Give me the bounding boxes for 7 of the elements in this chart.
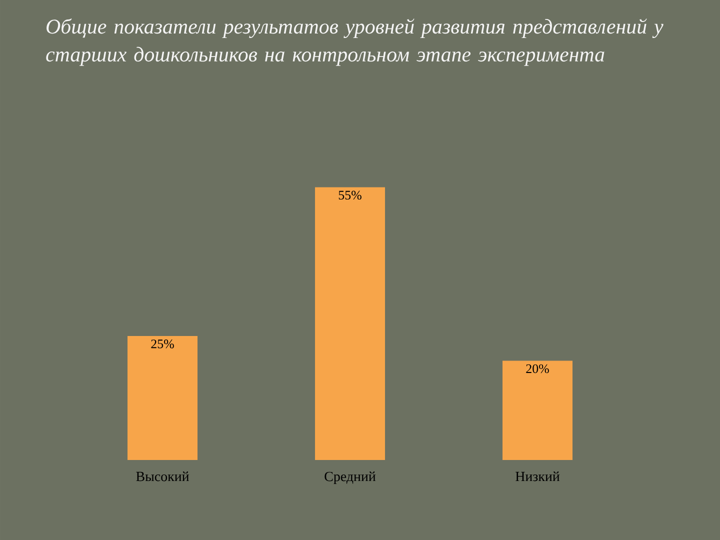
x-tick-label: Средний <box>324 472 376 484</box>
chart-title: Общие показатели результатов уровней развития представлений у старших дошкольников на контрольном этапе эксперимента <box>46 18 664 66</box>
data-label: 25% <box>151 340 174 348</box>
x-tick-label: Высокий <box>136 472 189 482</box>
data-label: 55% <box>338 190 362 200</box>
x-tick-label: Низкий <box>516 472 560 482</box>
data-label: 20% <box>526 364 549 374</box>
